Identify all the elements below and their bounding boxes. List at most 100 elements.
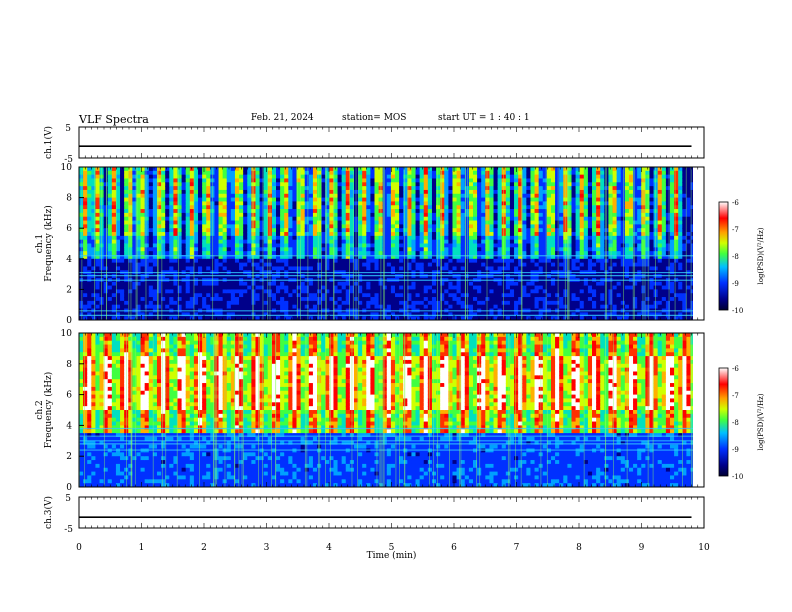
spectrogram-cell [534, 289, 540, 294]
spectrogram-cell [276, 216, 281, 222]
spectrogram-cell [304, 239, 310, 245]
spectrogram-cell [427, 212, 433, 218]
spectrogram-cell [308, 193, 314, 199]
spectrogram-cell [111, 205, 117, 210]
spectrogram-cell [546, 182, 552, 187]
spectrogram-cell [140, 239, 146, 245]
spectrogram-cell [152, 254, 158, 260]
spectrogram-cell [399, 251, 404, 256]
spectrogram-cell [534, 197, 540, 203]
spectrogram-cell [460, 274, 466, 279]
spectrogram-cell [292, 251, 298, 256]
spectrogram-cell [399, 304, 404, 310]
spectrogram-cell [559, 174, 564, 180]
spectrogram-cell [222, 209, 228, 214]
date-label: Feb. 21, 2024 [251, 113, 314, 123]
spectrogram-cell [477, 235, 482, 241]
spectrogram-cell [230, 251, 236, 256]
spectrogram-cell [103, 266, 109, 271]
spectrogram-cell [403, 251, 408, 256]
spectrogram-cell [292, 170, 298, 176]
spectrogram-cell [526, 216, 532, 222]
spectrogram-cell [395, 174, 400, 180]
spectrogram-cell [550, 293, 556, 298]
spectrogram-cell [514, 209, 519, 214]
spectrogram-cell [87, 186, 92, 191]
spectrogram-cell [115, 186, 121, 191]
spectrogram-cell [325, 232, 330, 237]
spectrogram-cell [177, 170, 183, 176]
spectrogram-cell [111, 193, 117, 199]
spectrogram-cell [497, 232, 503, 237]
spectrogram-cell [419, 232, 425, 237]
spectrogram-cell [177, 178, 183, 183]
spectrogram-cell [407, 212, 413, 218]
spectrogram-cell [497, 289, 503, 294]
spectrogram-cell [230, 266, 236, 271]
spectrogram-cell [304, 167, 310, 172]
spectrogram-cell [563, 300, 568, 306]
spectrogram-cell [460, 293, 466, 298]
spectrogram-cell [107, 254, 113, 260]
spectrogram-cell [185, 258, 191, 264]
spectrogram-cell [128, 293, 133, 298]
spectrogram-cell [390, 289, 396, 294]
spectrogram-cell [276, 281, 281, 287]
spectrogram-cell [538, 235, 544, 241]
spectrogram-cell [300, 293, 306, 298]
spectrogram-cell [152, 174, 158, 180]
spectrogram-cell [115, 209, 121, 214]
spectrogram-cell [115, 266, 121, 271]
spectrogram-cell [247, 216, 252, 222]
spectrogram-cell [370, 232, 376, 237]
spectrogram-cell [263, 197, 269, 203]
spectrogram-cell [382, 201, 388, 206]
spectrogram-cell [460, 254, 466, 260]
spectrogram-cell [407, 247, 413, 252]
spectrogram-cell [473, 201, 478, 206]
spectrogram-cell [485, 312, 491, 317]
spectrogram-cell [329, 178, 335, 183]
spectrogram-cell [181, 216, 187, 222]
spectrogram-cell [481, 209, 486, 214]
spectrogram-cell [226, 216, 232, 222]
spectrogram-cell [271, 182, 277, 187]
spectrogram-cell [304, 235, 310, 241]
spectrogram-cell [575, 182, 581, 187]
spectrogram-cell [292, 216, 298, 222]
spectrogram-cell [550, 289, 556, 294]
spectrogram-cell [329, 304, 335, 310]
spectrogram-cell [456, 274, 462, 279]
spectrogram-cell [214, 220, 220, 225]
spectrogram-cell [419, 316, 425, 320]
spectrogram-cell [555, 228, 560, 233]
spectrogram-cell [124, 293, 129, 298]
spectrogram-cell [152, 167, 158, 172]
spectrogram-cell [304, 189, 310, 195]
spectrogram-cell [514, 193, 519, 199]
spectrogram-cell [239, 182, 244, 187]
spectrogram-cell [337, 232, 343, 237]
spectrogram-cell [218, 201, 224, 206]
spectrogram-cell [473, 205, 478, 210]
spectrogram-cell [485, 258, 491, 264]
spectrogram-cell [407, 216, 413, 222]
spectrogram-cell [419, 262, 425, 268]
spectrogram-cell [522, 189, 527, 195]
spectrogram-cell [341, 189, 347, 195]
spectrogram-cell [222, 235, 228, 241]
spectrogram-cell [431, 289, 437, 294]
spectrogram-cell [214, 281, 220, 287]
spectrogram-cell [226, 193, 232, 199]
spectrogram-cell [263, 281, 269, 287]
spectrogram-cell [288, 262, 294, 268]
spectrogram-cell [382, 281, 388, 287]
spectrogram-cell [226, 220, 232, 225]
spectrogram-cell [292, 239, 298, 245]
spectrogram-cell [481, 312, 486, 317]
spectrogram-cell [374, 224, 380, 229]
spectrogram-cell [341, 266, 347, 271]
spectrogram-cell [206, 178, 211, 183]
spectrogram-cell [292, 186, 298, 191]
spectrogram-cell [423, 167, 429, 172]
